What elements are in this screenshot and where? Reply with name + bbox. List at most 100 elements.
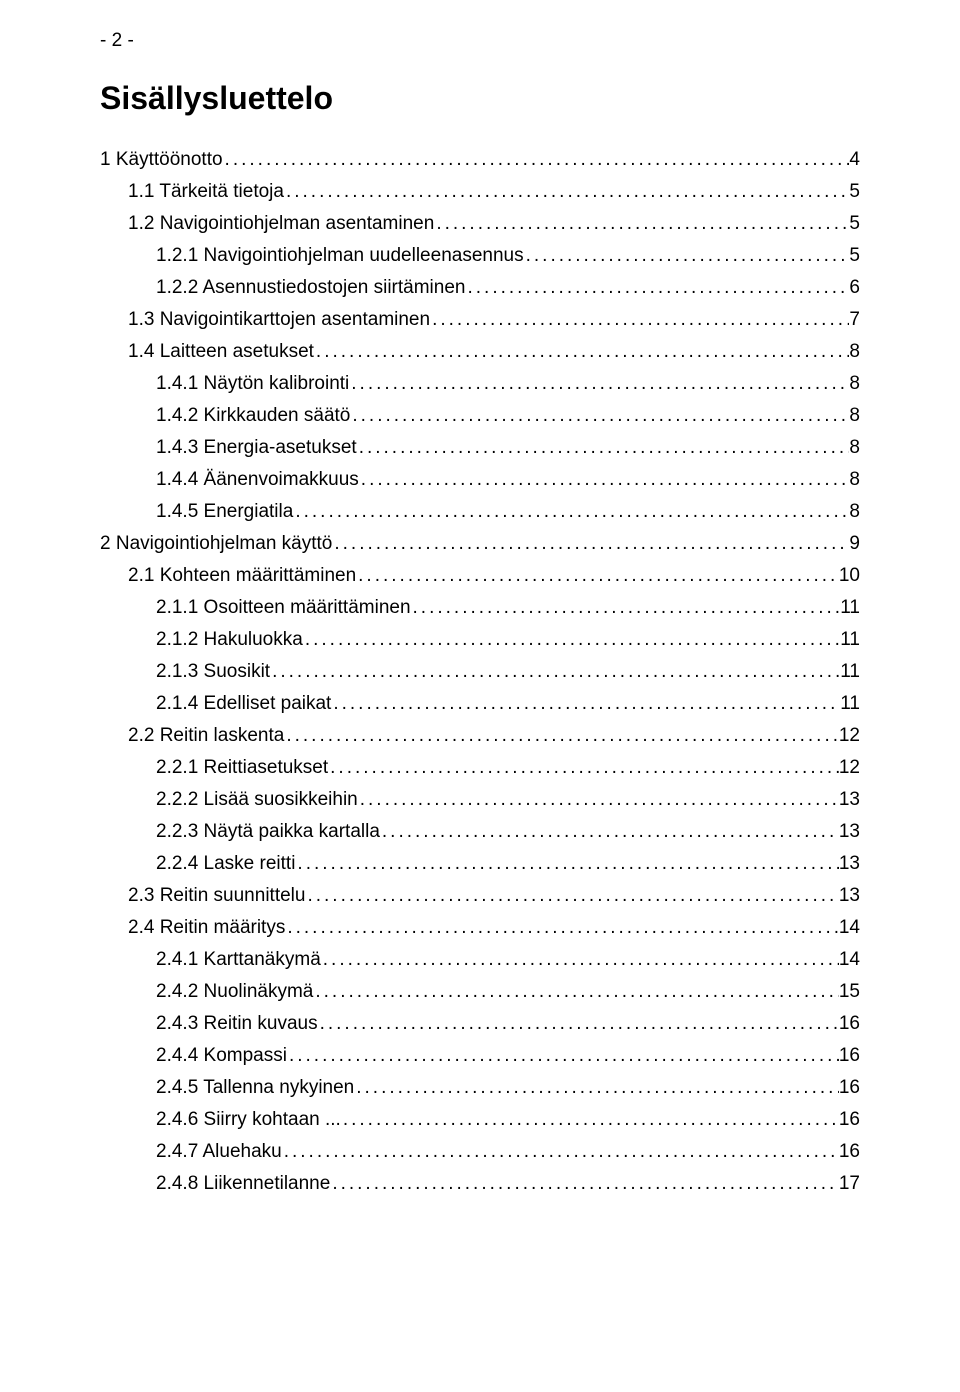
toc-entry: 2 Navigointiohjelman käyttö 9	[100, 533, 860, 555]
toc-entry-page: 8	[849, 405, 860, 427]
toc-leader-dots	[303, 629, 840, 651]
toc-entry-page: 16	[839, 1109, 860, 1131]
toc-entry-label: 2.4.2 Nuolinäkymä	[156, 981, 313, 1003]
toc-leader-dots	[332, 533, 849, 555]
toc-entry: 1.4.2 Kirkkauden säätö8	[100, 405, 860, 427]
toc-entry: 2.4.3 Reitin kuvaus16	[100, 1013, 860, 1035]
toc-entry-page: 12	[839, 725, 860, 747]
toc-entry-page: 14	[839, 917, 860, 939]
toc-entry-label: 1.4 Laitteen asetukset	[128, 341, 314, 363]
toc-entry: 2.2 Reitin laskenta12	[100, 725, 860, 747]
toc-leader-dots	[341, 1109, 839, 1131]
toc-entry: 1.4 Laitteen asetukset 8	[100, 341, 860, 363]
page-number: - 2 -	[100, 30, 860, 52]
toc-entry-label: 2.1.3 Suosikit	[156, 661, 270, 683]
toc-leader-dots	[314, 341, 850, 363]
toc-title: Sisällysluettelo	[100, 80, 860, 117]
toc-entry: 2.4 Reitin määritys 14	[100, 917, 860, 939]
toc-entry: 1.2.2 Asennustiedostojen siirtäminen 6	[100, 277, 860, 299]
toc-entry: 2.2.3 Näytä paikka kartalla13	[100, 821, 860, 843]
toc-leader-dots	[357, 437, 850, 459]
toc-leader-dots	[293, 501, 849, 523]
toc-entry-page: 5	[849, 181, 860, 203]
toc-leader-dots	[270, 661, 840, 683]
toc-entry-page: 8	[849, 501, 860, 523]
toc-entry: 1.2 Navigointiohjelman asentaminen 5	[100, 213, 860, 235]
toc-entry-page: 11	[840, 597, 860, 619]
toc-entry: 2.4.5 Tallenna nykyinen16	[100, 1077, 860, 1099]
toc-entry-page: 11	[840, 661, 860, 683]
toc-entry: 1 Käyttöönotto 4	[100, 149, 860, 171]
toc-leader-dots	[349, 373, 849, 395]
toc-entry: 1.4.3 Energia-asetukset8	[100, 437, 860, 459]
toc-entry-label: 1 Käyttöönotto	[100, 149, 223, 171]
toc-entry: 1.1 Tärkeitä tietoja5	[100, 181, 860, 203]
toc-entry-label: 2.4.3 Reitin kuvaus	[156, 1013, 318, 1035]
toc-entry-page: 14	[839, 949, 860, 971]
toc-leader-dots	[330, 1173, 839, 1195]
toc-entry-label: 2.3 Reitin suunnittelu	[128, 885, 305, 907]
toc-entry-label: 2.2.1 Reittiasetukset	[156, 757, 328, 779]
toc-leader-dots	[350, 405, 849, 427]
toc-entry: 2.4.6 Siirry kohtaan ...16	[100, 1109, 860, 1131]
toc-entry-label: 2.1.2 Hakuluokka	[156, 629, 303, 651]
toc-entry: 2.4.8 Liikennetilanne17	[100, 1173, 860, 1195]
toc-entry: 1.3 Navigointikarttojen asentaminen7	[100, 309, 860, 331]
toc-entry-label: 1.4.4 Äänenvoimakkuus	[156, 469, 359, 491]
toc-leader-dots	[356, 565, 839, 587]
toc-entry-label: 1.2.2 Asennustiedostojen siirtäminen	[156, 277, 465, 299]
toc-entry-page: 11	[840, 629, 860, 651]
toc-entry-page: 12	[839, 757, 860, 779]
toc-leader-dots	[358, 789, 839, 811]
toc-entry-page: 11	[840, 693, 860, 715]
toc-entry-label: 2.1.1 Osoitteen määrittäminen	[156, 597, 411, 619]
toc-entry-page: 8	[849, 341, 860, 363]
toc-entry: 1.4.5 Energiatila 8	[100, 501, 860, 523]
toc-entry-page: 9	[849, 533, 860, 555]
toc-entry-label: 2.1 Kohteen määrittäminen	[128, 565, 356, 587]
toc-entry-label: 1.4.5 Energiatila	[156, 501, 293, 523]
toc-entry-page: 16	[839, 1045, 860, 1067]
toc-entry: 2.1.2 Hakuluokka 11	[100, 629, 860, 651]
toc-leader-dots	[524, 245, 850, 267]
toc-entry-label: 2 Navigointiohjelman käyttö	[100, 533, 332, 555]
toc-leader-dots	[411, 597, 841, 619]
toc-leader-dots	[328, 757, 839, 779]
toc-entry: 2.1.1 Osoitteen määrittäminen 11	[100, 597, 860, 619]
toc-entry-label: 1.4.1 Näytön kalibrointi	[156, 373, 349, 395]
toc-entry-page: 13	[839, 885, 860, 907]
toc-entry-page: 8	[849, 373, 860, 395]
toc-entry-label: 2.4 Reitin määritys	[128, 917, 285, 939]
toc-leader-dots	[331, 693, 840, 715]
toc-entry-page: 4	[849, 149, 860, 171]
toc-entry-page: 13	[839, 789, 860, 811]
toc-entry-label: 1.3 Navigointikarttojen asentaminen	[128, 309, 430, 331]
toc-entry-label: 1.2 Navigointiohjelman asentaminen	[128, 213, 434, 235]
toc-leader-dots	[321, 949, 839, 971]
toc-entry: 2.2.2 Lisää suosikkeihin 13	[100, 789, 860, 811]
toc-entry: 2.4.1 Karttanäkymä14	[100, 949, 860, 971]
toc-entry-page: 6	[849, 277, 860, 299]
toc-entry: 1.4.1 Näytön kalibrointi 8	[100, 373, 860, 395]
toc-entry-label: 2.4.8 Liikennetilanne	[156, 1173, 330, 1195]
toc-entry-label: 2.4.4 Kompassi	[156, 1045, 287, 1067]
toc-entry: 2.1 Kohteen määrittäminen 10	[100, 565, 860, 587]
toc-entry-label: 2.4.7 Aluehaku	[156, 1141, 282, 1163]
toc-entry-label: 1.2.1 Navigointiohjelman uudelleenasennu…	[156, 245, 524, 267]
toc-entry: 2.2.4 Laske reitti13	[100, 853, 860, 875]
toc-leader-dots	[318, 1013, 839, 1035]
toc-leader-dots	[295, 853, 838, 875]
toc-entry: 2.4.7 Aluehaku 16	[100, 1141, 860, 1163]
toc-entry-label: 1.4.3 Energia-asetukset	[156, 437, 357, 459]
toc-entry-label: 2.2.4 Laske reitti	[156, 853, 295, 875]
toc-entry-page: 10	[839, 565, 860, 587]
toc-entry-page: 8	[849, 469, 860, 491]
toc-entry-label: 2.2.2 Lisää suosikkeihin	[156, 789, 358, 811]
toc-entry: 1.4.4 Äänenvoimakkuus 8	[100, 469, 860, 491]
toc-entry: 2.1.3 Suosikit 11	[100, 661, 860, 683]
toc-entry-page: 16	[839, 1141, 860, 1163]
toc-entry: 2.3 Reitin suunnittelu 13	[100, 885, 860, 907]
toc-entry-page: 5	[849, 213, 860, 235]
table-of-contents: 1 Käyttöönotto 4 1.1 Tärkeitä tietoja5 1.2 …	[100, 149, 860, 1195]
toc-leader-dots	[287, 1045, 839, 1067]
